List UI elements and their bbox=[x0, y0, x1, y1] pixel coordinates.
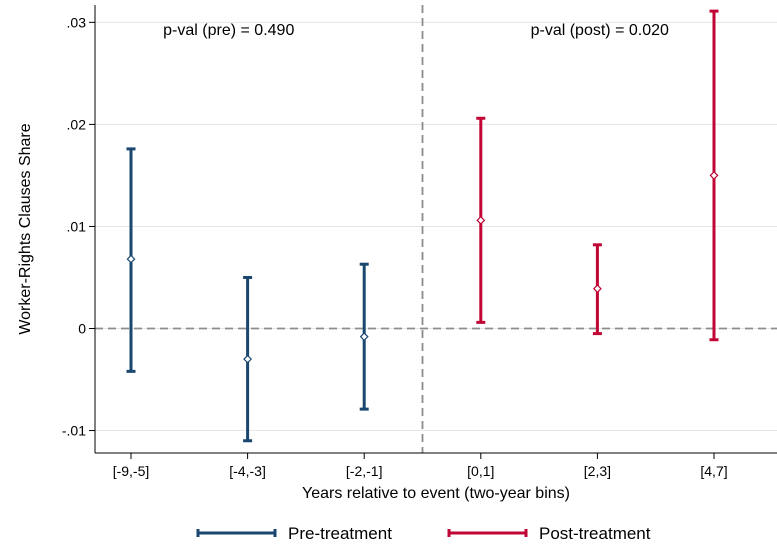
axes bbox=[94, 5, 777, 454]
x-tick-label: [-2,-1] bbox=[346, 463, 383, 479]
series-layer bbox=[126, 9, 719, 443]
x-tick-label: [0,1] bbox=[467, 463, 494, 479]
p-value-annotation: p-val (post) = 0.020 bbox=[531, 22, 669, 39]
p-value-annotation: p-val (pre) = 0.490 bbox=[163, 22, 294, 39]
series-group bbox=[126, 147, 369, 443]
y-tick-label: 0 bbox=[78, 320, 86, 336]
x-tick-label: [4,7] bbox=[700, 463, 727, 479]
point-estimate-marker bbox=[476, 215, 486, 225]
y-ticks: -.01 0 .01 .02 .03 bbox=[62, 14, 95, 439]
point-estimate-marker bbox=[709, 170, 719, 180]
annotations: p-val (pre) = 0.490 p-val (post) = 0.020 bbox=[163, 22, 669, 39]
y-tick-label: .02 bbox=[67, 116, 87, 132]
series-group bbox=[476, 9, 719, 342]
legend-item: Pre-treatment bbox=[196, 524, 392, 543]
reference-lines bbox=[95, 5, 777, 453]
x-ticks: [-9,-5] [-4,-3] [-2,-1] [0,1] [2,3] [4,7] bbox=[113, 453, 728, 479]
point-estimate-marker bbox=[126, 254, 136, 264]
legend-label: Pre-treatment bbox=[288, 524, 392, 543]
y-tick-label: .03 bbox=[67, 14, 87, 30]
y-tick-label: -.01 bbox=[62, 423, 86, 439]
x-axis-title: Years relative to event (two-year bins) bbox=[302, 485, 570, 502]
y-axis-title: Worker-Rights Clauses Share bbox=[17, 123, 34, 334]
grid-layer bbox=[95, 21, 777, 432]
point-estimate-marker bbox=[359, 332, 369, 342]
x-tick-label: [-4,-3] bbox=[229, 463, 266, 479]
legend-label: Post-treatment bbox=[539, 524, 651, 543]
point-estimate-marker bbox=[592, 284, 602, 294]
legend: Pre-treatment Post-treatment bbox=[196, 524, 651, 543]
point-estimate-marker bbox=[243, 354, 253, 364]
x-tick-label: [-9,-5] bbox=[113, 463, 150, 479]
x-tick-label: [2,3] bbox=[584, 463, 611, 479]
legend-item: Post-treatment bbox=[447, 524, 651, 543]
y-tick-label: .01 bbox=[67, 218, 87, 234]
